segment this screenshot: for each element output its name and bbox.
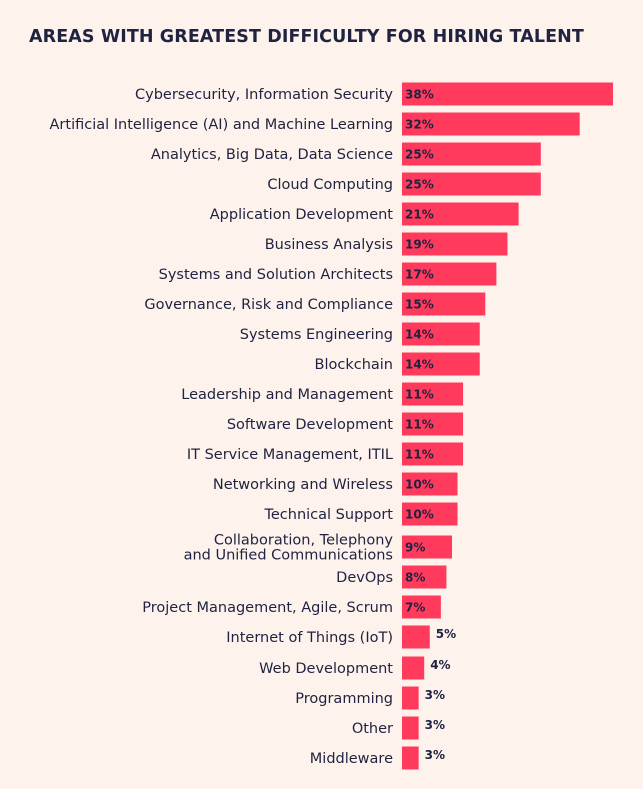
value-label: 32% xyxy=(405,118,434,132)
bar xyxy=(402,202,519,226)
chart-title: AREAS WITH GREATEST DIFFICULTY FOR HIRIN… xyxy=(29,27,584,47)
bar xyxy=(402,172,541,196)
category-label: Business Analysis xyxy=(265,237,393,253)
value-label: 3% xyxy=(425,718,445,732)
category-label: DevOps xyxy=(336,570,393,586)
value-label: 19% xyxy=(405,238,434,252)
category-label: Collaboration, Telephony and Unified Comm… xyxy=(184,533,394,564)
value-label: 10% xyxy=(405,478,434,492)
bar xyxy=(402,142,541,166)
category-label: IT Service Management, ITIL xyxy=(187,447,393,463)
bar xyxy=(402,382,464,406)
bar xyxy=(402,595,441,619)
category-label: Artificial Intelligence (AI) and Machine… xyxy=(50,117,394,133)
bar xyxy=(402,262,497,286)
bar xyxy=(402,746,419,770)
category-label: Networking and Wireless xyxy=(213,477,393,493)
bar xyxy=(402,412,464,436)
bar xyxy=(402,716,419,740)
category-label: Leadership and Management xyxy=(181,387,393,403)
bar xyxy=(402,535,452,559)
category-label: Project Management, Agile, Scrum xyxy=(142,600,393,616)
category-label: Programming xyxy=(295,691,393,707)
bar xyxy=(402,625,430,649)
value-label: 14% xyxy=(405,328,434,342)
value-label: 8% xyxy=(405,571,425,585)
value-label: 11% xyxy=(405,448,434,462)
bar xyxy=(402,232,508,256)
value-label: 14% xyxy=(405,358,434,372)
category-label: Cybersecurity, Information Security xyxy=(135,87,393,103)
category-label: Middleware xyxy=(310,751,393,767)
bar xyxy=(402,82,613,106)
category-label: Analytics, Big Data, Data Science xyxy=(151,147,393,163)
value-label: 7% xyxy=(405,601,425,615)
value-label: 25% xyxy=(405,178,434,192)
category-label: Software Development xyxy=(227,417,393,433)
value-label: 38% xyxy=(405,88,434,102)
bar xyxy=(402,472,458,496)
category-label: Application Development xyxy=(210,207,394,223)
category-label: Cloud Computing xyxy=(267,177,393,193)
bar xyxy=(402,352,480,376)
value-label: 15% xyxy=(405,298,434,312)
value-label: 25% xyxy=(405,148,434,162)
bar xyxy=(402,112,580,136)
bar xyxy=(402,502,458,526)
category-label: Systems and Solution Architects xyxy=(159,267,393,283)
value-label: 4% xyxy=(430,658,450,672)
category-label: Blockchain xyxy=(315,357,393,373)
bar xyxy=(402,656,425,680)
value-label: 17% xyxy=(405,268,434,282)
bar xyxy=(402,292,486,316)
category-label: Governance, Risk and Compliance xyxy=(144,297,393,313)
category-label: Internet of Things (IoT) xyxy=(226,630,393,646)
value-label: 3% xyxy=(425,748,445,762)
category-label: Technical Support xyxy=(263,507,393,523)
value-label: 9% xyxy=(405,541,425,555)
bar xyxy=(402,442,464,466)
value-label: 3% xyxy=(425,688,445,702)
value-label: 11% xyxy=(405,388,434,402)
bar xyxy=(402,322,480,346)
bar xyxy=(402,565,447,589)
category-label: Other xyxy=(352,721,393,737)
value-label: 11% xyxy=(405,418,434,432)
category-label: Systems Engineering xyxy=(240,327,393,343)
bar xyxy=(402,686,419,710)
value-label: 21% xyxy=(405,208,434,222)
category-label: Web Development xyxy=(259,661,393,677)
value-label: 5% xyxy=(436,627,456,641)
value-label: 10% xyxy=(405,508,434,522)
